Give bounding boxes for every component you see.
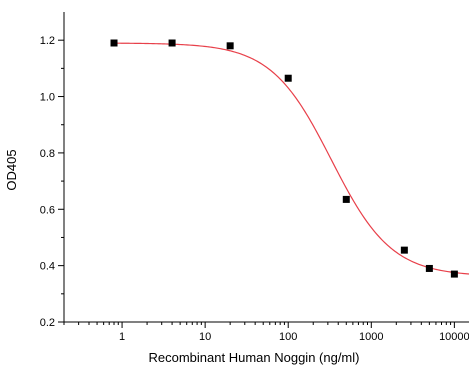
data-points-layer — [110, 39, 458, 278]
data-point — [425, 264, 433, 272]
y-tick-label: 0.8 — [40, 148, 55, 160]
plot-frame — [63, 12, 469, 323]
y-tick-label: 0.2 — [40, 317, 55, 329]
data-point — [400, 246, 408, 254]
data-point — [110, 39, 118, 47]
y-axis: 0.2 0.4 0.6 0.8 1.0 1.2 — [40, 35, 64, 329]
y-tick-label: 1.0 — [40, 92, 55, 104]
x-axis: 1 10 100 1000 10000 — [63, 322, 469, 343]
x-tick-label: 100 — [279, 331, 297, 343]
y-tick-label: 0.6 — [40, 204, 55, 216]
data-point — [342, 195, 350, 203]
data-point — [226, 42, 234, 50]
x-tick-label: 1 — [119, 331, 125, 343]
y-tick-label: 0.4 — [40, 261, 55, 273]
x-tick-label: 10 — [199, 331, 211, 343]
x-axis-title: Recombinant Human Noggin (ng/ml) — [149, 350, 360, 365]
data-point — [450, 270, 458, 278]
data-point — [284, 74, 292, 82]
y-tick-label: 1.2 — [40, 35, 55, 47]
x-tick-label: 10000 — [439, 331, 469, 343]
y-axis-title: OD405 — [4, 149, 19, 190]
data-point — [168, 39, 176, 47]
x-tick-label: 1000 — [359, 331, 383, 343]
